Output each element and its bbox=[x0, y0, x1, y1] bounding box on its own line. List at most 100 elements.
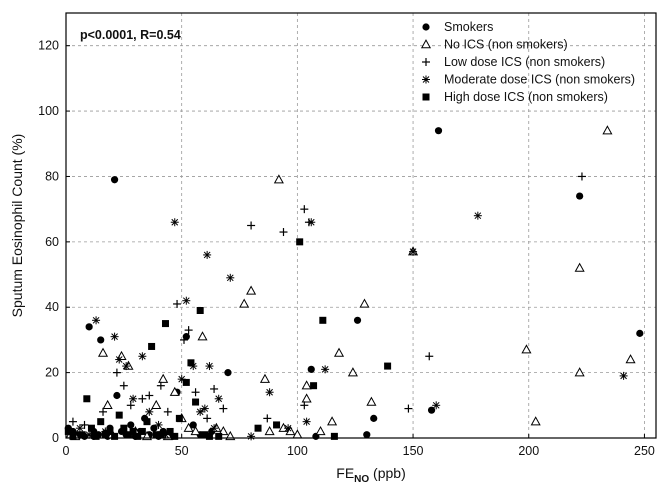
data-point-plus bbox=[80, 420, 89, 429]
data-point-triangle bbox=[183, 422, 194, 432]
data-point-asterisk bbox=[432, 401, 441, 410]
data-point-asterisk bbox=[154, 420, 163, 429]
series-square bbox=[64, 238, 392, 440]
data-point-asterisk bbox=[115, 355, 124, 364]
data-point-plus bbox=[112, 368, 121, 377]
data-point-circle bbox=[85, 323, 93, 331]
data-point-square bbox=[148, 342, 156, 350]
data-point-square bbox=[187, 359, 195, 367]
x-tick-label: 50 bbox=[175, 444, 189, 458]
data-point-plus bbox=[68, 417, 77, 426]
data-point-plus bbox=[156, 381, 165, 390]
data-point-square bbox=[64, 427, 72, 435]
data-point-square bbox=[87, 424, 95, 432]
data-point-asterisk bbox=[129, 394, 138, 403]
data-point-square bbox=[296, 238, 304, 246]
data-point-asterisk bbox=[196, 407, 205, 416]
data-point-square bbox=[134, 432, 142, 440]
legend-item: Low dose ICS (non smokers) bbox=[422, 55, 605, 69]
y-axis-ticks: 0 20 40 60 80 100 120 bbox=[38, 39, 70, 445]
data-point-plus bbox=[99, 407, 108, 416]
data-point-asterisk bbox=[214, 394, 223, 403]
statistics-annotation: p<0.0001, R=0.54 bbox=[80, 28, 181, 42]
data-point-square bbox=[124, 431, 132, 439]
data-point-triangle bbox=[315, 426, 326, 436]
data-point-square bbox=[138, 427, 146, 435]
data-point-square bbox=[120, 424, 128, 432]
legend-label: Low dose ICS (non smokers) bbox=[444, 55, 605, 69]
data-point-square bbox=[166, 427, 174, 435]
legend-marker-square bbox=[422, 93, 430, 101]
data-point-square bbox=[92, 432, 100, 440]
legend-marker-plus bbox=[422, 58, 430, 66]
data-point-square bbox=[129, 427, 137, 435]
data-point-square bbox=[97, 418, 105, 426]
legend-item: Moderate dose ICS (non smokers) bbox=[422, 73, 635, 87]
data-point-asterisk bbox=[75, 424, 84, 433]
legend: Smokers No ICS (non smokers) Low dose ICS … bbox=[420, 20, 635, 104]
data-point-asterisk bbox=[210, 424, 219, 433]
data-point-asterisk bbox=[302, 417, 311, 426]
data-point-triangle bbox=[151, 399, 162, 410]
data-point-asterisk bbox=[170, 218, 179, 227]
data-point-circle bbox=[224, 369, 232, 377]
y-tick-label: 60 bbox=[45, 235, 59, 249]
y-tick-label: 80 bbox=[45, 169, 59, 183]
data-point-square bbox=[254, 424, 262, 432]
data-point-circle bbox=[110, 176, 119, 184]
data-point-triangle bbox=[190, 426, 201, 436]
data-point-plus bbox=[203, 414, 212, 423]
data-point-square bbox=[330, 432, 338, 440]
data-point-square bbox=[171, 432, 179, 440]
data-point-square bbox=[196, 307, 204, 314]
data-point-asterisk bbox=[307, 218, 316, 227]
data-point-triangle bbox=[158, 373, 169, 383]
legend-item: Smokers bbox=[422, 20, 493, 34]
data-point-plus bbox=[184, 326, 193, 335]
data-point-triangle bbox=[102, 399, 113, 410]
data-point-circle bbox=[434, 127, 443, 135]
x-axis-title-main: FE bbox=[336, 465, 354, 481]
data-point-triangle bbox=[169, 386, 180, 396]
data-point-triangle bbox=[239, 298, 250, 308]
data-point-plus bbox=[247, 221, 256, 230]
legend-marker-circle bbox=[422, 23, 430, 31]
data-point-square bbox=[101, 431, 109, 439]
data-point-plus bbox=[163, 407, 172, 416]
data-point-square bbox=[152, 431, 160, 439]
data-point-circle bbox=[576, 192, 584, 200]
x-tick-label: 200 bbox=[518, 444, 539, 458]
data-point-asterisk bbox=[247, 432, 256, 441]
data-point-square bbox=[83, 395, 91, 403]
data-point-plus bbox=[138, 394, 147, 403]
data-point-triangle bbox=[301, 380, 312, 390]
data-point-asterisk bbox=[203, 250, 212, 259]
data-point-asterisk bbox=[473, 211, 482, 220]
data-point-plus bbox=[119, 381, 128, 390]
data-point-asterisk bbox=[619, 371, 628, 380]
x-axis-ticks: 0 50 100 150 200 250 bbox=[63, 434, 655, 458]
data-point-square bbox=[319, 316, 327, 324]
data-point-circle bbox=[363, 431, 371, 439]
data-point-plus bbox=[279, 228, 288, 237]
data-point-asterisk bbox=[226, 273, 235, 282]
data-point-triangle bbox=[246, 285, 257, 295]
data-point-circle bbox=[307, 365, 315, 373]
series-circle bbox=[64, 127, 644, 440]
data-point-square bbox=[111, 432, 119, 440]
data-point-triangle bbox=[197, 331, 208, 341]
data-point-plus bbox=[404, 404, 413, 413]
y-tick-label: 120 bbox=[38, 39, 59, 53]
data-point-triangle bbox=[602, 125, 613, 135]
data-point-asterisk bbox=[122, 362, 131, 371]
data-point-triangle bbox=[366, 396, 377, 406]
data-point-plus bbox=[191, 388, 200, 397]
series-plus bbox=[68, 172, 586, 429]
data-point-triangle bbox=[574, 262, 585, 272]
data-point-triangle bbox=[333, 347, 345, 357]
data-point-circle bbox=[353, 316, 362, 324]
data-point-square bbox=[384, 362, 392, 370]
data-point-asterisk bbox=[265, 388, 274, 397]
data-point-plus bbox=[263, 414, 272, 423]
data-point-triangle bbox=[359, 298, 370, 308]
